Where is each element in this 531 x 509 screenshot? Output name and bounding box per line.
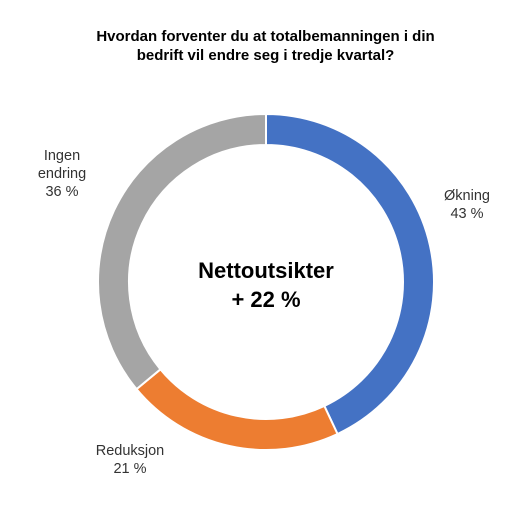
chart-title-line-1: Hvordan forventer du at totalbemanningen… [96, 28, 435, 45]
slice-labels: Økning 43 % Reduksjon 21 % Ingen endring 36 % [38, 148, 490, 477]
donut-slice-2 [97, 112, 267, 391]
slice-category-label-0-0: Økning [444, 188, 490, 204]
center-label-line-1: Nettoutsikter [198, 258, 334, 283]
slice-value-label-1: 21 % [113, 461, 146, 477]
donut-slice-1 [135, 367, 339, 451]
slice-category-label-2-0: Ingen [44, 148, 80, 164]
slice-value-label-2: 36 % [45, 184, 78, 200]
donut-slices [97, 112, 435, 451]
slice-category-label-1-0: Reduksjon [96, 443, 165, 459]
chart-title: Hvordan forventer du at totalbemanningen… [0, 27, 531, 65]
slice-category-label-2-1: endring [38, 166, 86, 182]
center-label-line-2: + 22 % [231, 287, 300, 312]
slice-value-label-0: 43 % [450, 206, 483, 222]
chart-title-line-2: bedrift vil endre seg i tredje kvartal? [136, 47, 395, 64]
donut-slice-0 [265, 112, 435, 436]
